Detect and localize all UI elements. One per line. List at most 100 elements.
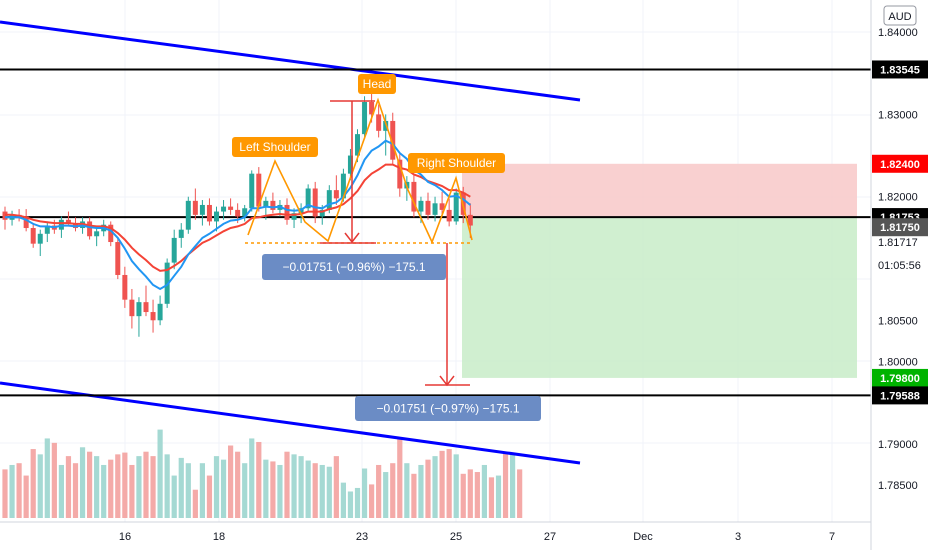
price-tag-bg — [872, 386, 928, 405]
volume-bar — [2, 469, 8, 518]
time-tick-label: 25 — [450, 531, 462, 543]
volume-bar — [164, 454, 170, 518]
pattern-label: Right Shoulder — [408, 153, 505, 173]
volume-bar — [94, 456, 100, 518]
candle-body — [333, 190, 339, 199]
price-tick-label: 1.84000 — [878, 27, 918, 39]
time-tick-label: Dec — [633, 531, 653, 543]
volume-bar — [249, 438, 255, 518]
volume-bar — [270, 461, 276, 518]
candle-body — [340, 173, 346, 199]
measure-label-bg — [262, 254, 446, 280]
price-tag-bg — [872, 368, 928, 387]
pattern-label-bg — [408, 153, 505, 173]
price-tag-bg — [872, 154, 928, 173]
candle-body — [206, 204, 212, 222]
measure2-arrow — [439, 375, 455, 387]
candle-body — [256, 173, 262, 207]
price-tick-label: 1.82000 — [878, 192, 918, 204]
volume-bar — [495, 475, 502, 518]
measure-label-text: −0.01751 (−0.97%) −175.1 — [376, 402, 519, 416]
candle-body — [362, 102, 368, 135]
candle-body — [221, 206, 227, 212]
volume-bar — [136, 456, 142, 518]
volume-bar — [411, 473, 417, 518]
volume-bar — [9, 464, 15, 518]
candle — [333, 175, 339, 205]
candle-body — [355, 134, 360, 156]
volume-bar — [312, 463, 318, 518]
candle — [108, 221, 114, 247]
volume-bar — [481, 464, 487, 518]
price-axis-text: 1.81717 — [878, 237, 918, 249]
price-tag-bg — [872, 60, 928, 79]
candle — [143, 285, 149, 317]
candle-body — [185, 200, 191, 230]
pattern-label-bg — [358, 74, 396, 94]
currency-label: AUD — [888, 11, 911, 23]
volume-bar — [199, 463, 205, 518]
candle-body — [305, 188, 311, 209]
price-tick-label: 1.83000 — [878, 109, 918, 121]
candle-body — [418, 200, 424, 212]
volume-bar — [143, 451, 149, 518]
candle-body — [150, 312, 156, 321]
price-tag-text: 1.82400 — [880, 159, 920, 171]
candle-body — [65, 219, 71, 224]
price-axis-bg[interactable] — [871, 0, 932, 522]
candle-body — [411, 181, 417, 212]
volume-bar — [178, 457, 184, 518]
candle-body — [383, 120, 389, 131]
time-axis-ticks: 16 18 23 25 27 Dec 3 7 — [119, 531, 835, 543]
candle — [115, 237, 121, 280]
candle-body — [129, 299, 135, 317]
candle-body — [291, 213, 297, 220]
candle — [150, 299, 156, 333]
candle-body — [143, 302, 149, 313]
candle-body — [390, 120, 396, 160]
volume-bar — [284, 451, 290, 518]
volume-bar — [115, 454, 121, 518]
candle-body — [235, 209, 241, 217]
price-axis-text: 01:05:56 — [878, 260, 921, 272]
volume-bar — [488, 477, 495, 518]
currency-button[interactable]: AUD — [883, 5, 917, 26]
candle-body — [108, 224, 114, 243]
upper-channel-line — [0, 20, 581, 102]
candle — [242, 204, 248, 222]
candle — [122, 266, 128, 308]
volume-bar — [291, 454, 297, 518]
candle — [383, 114, 389, 156]
volume-bar — [390, 463, 396, 518]
price-tick-label: 1.80000 — [878, 356, 918, 368]
candle-body — [432, 203, 438, 215]
candle-body — [319, 209, 325, 217]
price-tag: 1.81750 — [872, 218, 928, 237]
candle-body — [115, 242, 121, 275]
price-tick-label: 1.79000 — [878, 439, 918, 451]
candle-body — [270, 200, 276, 210]
price-tag: 1.83545 — [872, 60, 928, 79]
volume-bar — [298, 456, 304, 518]
volume-bar — [418, 464, 424, 518]
volume-bar — [354, 487, 361, 518]
candle — [376, 104, 382, 138]
volume-bar — [37, 454, 43, 518]
candle-body — [157, 303, 163, 321]
candle-body — [439, 203, 445, 210]
candle — [439, 191, 445, 215]
volume-bar — [347, 491, 354, 518]
price-tag-bg — [872, 218, 928, 237]
volume-bar — [129, 464, 135, 518]
price-tag-text: 1.79588 — [880, 390, 920, 402]
candle — [171, 229, 177, 270]
price-tick-label: 1.80500 — [878, 315, 918, 327]
volume-bar — [369, 484, 375, 518]
price-tag-text: 1.81750 — [880, 222, 920, 234]
candle-body — [214, 211, 219, 222]
volume-bar — [326, 466, 332, 518]
candle-body — [164, 262, 170, 304]
price-axis-ticks: 1.84000 1.83000 1.82000 1.80500 1.80000 1.790… — [878, 27, 921, 492]
candle — [305, 184, 311, 212]
